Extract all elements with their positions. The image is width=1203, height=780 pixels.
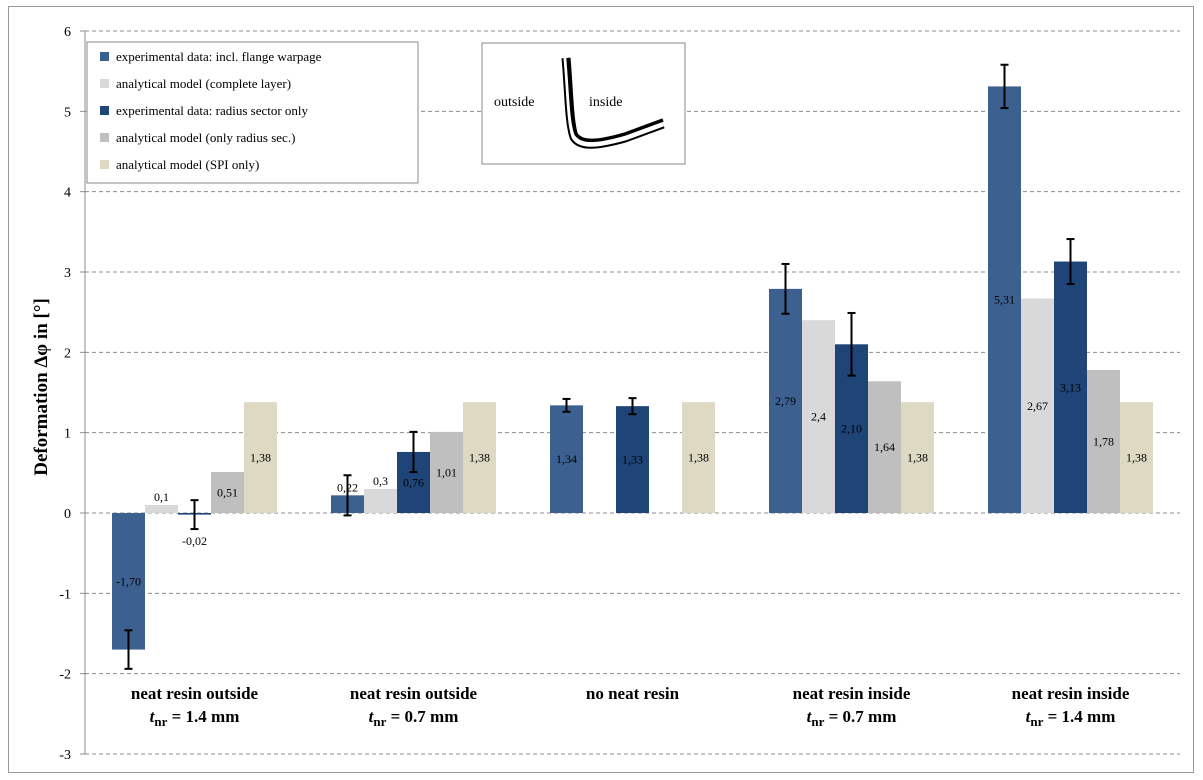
bars (112, 86, 1153, 650)
legend-label-4: analytical model (only radius sec.) (116, 130, 295, 145)
bar-series-4-cat-5 (1087, 370, 1120, 513)
y-axis-title: Deformation Δφ in [°] (31, 298, 52, 476)
data-label: 1,78 (1093, 435, 1114, 449)
thickness-subscript: nr (811, 714, 824, 729)
bar-series-1-cat-4 (769, 288, 802, 513)
thickness-value: = 0.7 mm (824, 707, 896, 726)
data-label: 1,38 (907, 451, 928, 465)
thickness-subscript: nr (1030, 714, 1043, 729)
y-tick-label: 5 (64, 105, 71, 120)
category-label-line1: neat resin inside (793, 684, 911, 703)
legend-box (86, 41, 419, 184)
data-label: 0,22 (337, 480, 358, 494)
category-label-line1: neat resin outside (131, 684, 259, 703)
bar-series-1-cat-5 (988, 86, 1021, 514)
y-tick-label: 4 (64, 186, 71, 201)
y-tick-label: 0 (64, 507, 71, 522)
bar-series-5-cat-2 (463, 402, 496, 513)
inset-outside-label: outside (494, 95, 534, 110)
category-label-line1: no neat resin (586, 684, 680, 703)
category-label-line1: neat resin outside (350, 684, 478, 703)
bar-series-5-cat-5 (1120, 402, 1153, 513)
bar-series-3-cat-3 (616, 406, 649, 513)
bar-series-2-cat-4 (802, 320, 835, 513)
data-label: 1,34 (556, 452, 577, 466)
thickness-symbol: t (150, 707, 156, 726)
category-label-line2: tnr = 1.4 mm (150, 707, 240, 729)
bar-series-1-cat-3 (550, 405, 583, 513)
y-tick-label: 3 (64, 266, 71, 281)
data-label: 1,38 (469, 451, 490, 465)
legend-swatch-2 (100, 79, 109, 88)
thickness-symbol: t (369, 707, 375, 726)
legend-label-2: analytical model (complete layer) (116, 76, 291, 91)
thickness-value: = 0.7 mm (386, 707, 458, 726)
legend-label-1: experimental data: incl. flange warpage (116, 49, 322, 64)
data-label: 0,51 (217, 486, 238, 500)
legend-swatch-1 (100, 52, 109, 61)
thickness-symbol: t (1026, 707, 1032, 726)
data-label: 2,4 (811, 410, 826, 424)
data-label: 1,38 (688, 451, 709, 465)
category-label-line2: tnr = 0.7 mm (807, 707, 897, 729)
category-label-line2: tnr = 1.4 mm (1026, 707, 1116, 729)
bar-series-4-cat-4 (868, 381, 901, 513)
thickness-subscript: nr (373, 714, 386, 729)
data-label: 0,3 (373, 474, 388, 488)
data-label: 1,38 (1126, 451, 1147, 465)
y-tick-label: -1 (59, 587, 71, 602)
y-tick-label: 6 (64, 25, 71, 40)
bar-series-5-cat-1 (244, 402, 277, 513)
data-label: 1,64 (874, 440, 895, 454)
inset-inside-label: inside (589, 95, 622, 110)
data-label: 1,38 (250, 451, 271, 465)
y-tick-label: -2 (59, 668, 71, 683)
inset-diagram: outside inside (481, 42, 686, 165)
bar-series-2-cat-5 (1021, 298, 1054, 513)
bar-series-4-cat-1 (211, 472, 244, 513)
error-bars (124, 63, 1075, 670)
data-labels: -1,70 0,22 1,34 2,79 5,31 0,1 0,3 2,4 2,67 -0,02 0… (116, 293, 1147, 589)
data-label: 5,31 (994, 293, 1015, 307)
data-label: 2,10 (841, 422, 862, 436)
y-tick-label: 1 (64, 427, 71, 442)
data-label: -1,70 (116, 574, 141, 588)
thickness-value: = 1.4 mm (167, 707, 239, 726)
bar-series-5-cat-3 (682, 402, 715, 513)
bar-series-1-cat-1 (112, 513, 145, 650)
legend-swatch-4 (100, 133, 109, 142)
bar-series-5-cat-4 (901, 402, 934, 513)
bar-series-2-cat-1 (145, 504, 178, 513)
legend-swatch-3 (100, 106, 109, 115)
data-label: 1,33 (622, 453, 643, 467)
y-tick-label: -3 (59, 748, 71, 763)
thickness-symbol: t (807, 707, 813, 726)
thickness-subscript: nr (154, 714, 167, 729)
legend-label-3: experimental data: radius sector only (116, 103, 309, 118)
angle-profile-inner-layer (566, 57, 664, 143)
bar-series-2-cat-2 (364, 488, 397, 513)
bar-series-3-cat-5 (1054, 261, 1087, 513)
data-label: -0,02 (182, 534, 207, 548)
legend-swatch-5 (100, 160, 109, 169)
category-label-line1: neat resin inside (1012, 684, 1130, 703)
data-label: 0,1 (154, 490, 169, 504)
y-axis: -3 -2 -1 0 1 2 3 4 5 6 (59, 25, 86, 763)
data-label: 2,79 (775, 394, 796, 408)
legend-label-5: analytical model (SPI only) (116, 157, 259, 172)
data-label: 0,76 (403, 475, 424, 489)
data-label: 2,67 (1027, 399, 1048, 413)
legend: experimental data: incl. flange warpage a… (86, 41, 419, 184)
thickness-value: = 1.4 mm (1043, 707, 1115, 726)
data-label: 1,01 (436, 465, 457, 479)
bar-series-4-cat-2 (430, 431, 463, 513)
y-tick-label: 2 (64, 346, 71, 361)
category-label-line2: tnr = 0.7 mm (369, 707, 459, 729)
data-label: 3,13 (1060, 380, 1081, 394)
angle-profile-outer-layer (563, 57, 664, 147)
